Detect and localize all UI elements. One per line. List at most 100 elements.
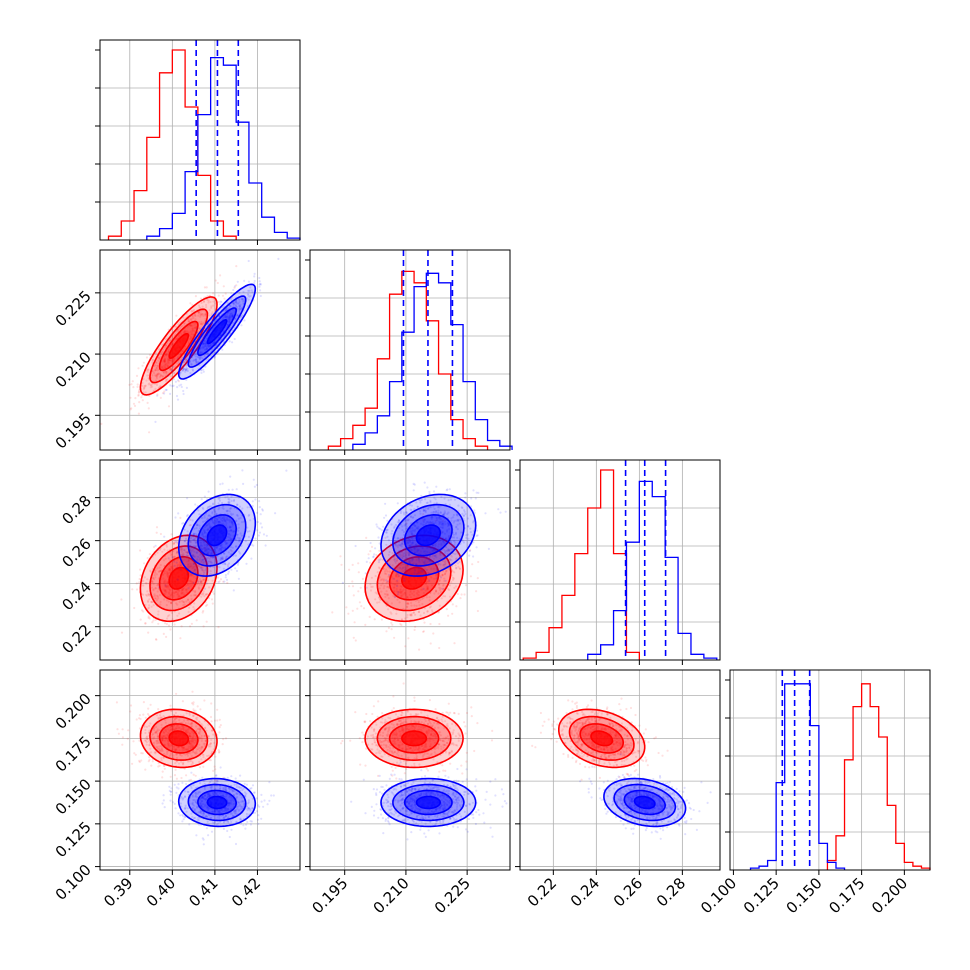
scatter-point — [215, 546, 218, 549]
scatter-point — [191, 690, 194, 693]
scatter-point — [209, 343, 212, 347]
scatter-point — [455, 605, 458, 608]
scatter-point — [193, 313, 196, 316]
scatter-point — [228, 519, 231, 522]
scatter-point — [165, 352, 168, 356]
scatter-point — [152, 545, 156, 549]
scatter-point — [410, 557, 413, 560]
scatter-point — [182, 554, 185, 557]
scatter-point — [365, 560, 368, 564]
scatter-point — [386, 528, 389, 532]
scatter-point — [144, 716, 147, 719]
scatter-point — [191, 581, 194, 584]
scatter-point — [441, 519, 445, 523]
scatter-point — [201, 569, 204, 572]
scatter-point — [168, 358, 171, 362]
scatter-point — [197, 326, 201, 330]
scatter-point — [428, 578, 431, 581]
scatter-point — [207, 560, 210, 563]
scatter-point — [229, 526, 232, 529]
scatter-point — [458, 560, 461, 564]
scatter-point — [205, 547, 208, 551]
contour-blue — [187, 295, 247, 368]
scatter-point — [248, 289, 251, 292]
scatter-point — [410, 612, 413, 615]
scatter-point — [179, 548, 183, 551]
scatter-point — [156, 567, 159, 570]
scatter-point — [121, 743, 124, 746]
scatter-point — [428, 558, 431, 562]
scatter-point — [174, 547, 177, 550]
scatter-point — [240, 521, 244, 524]
scatter-point — [230, 292, 233, 295]
scatter-point — [227, 497, 230, 501]
scatter-point — [216, 719, 219, 722]
scatter-point — [233, 286, 236, 289]
scatter-point — [404, 617, 407, 620]
scatter-point — [444, 595, 447, 598]
scatter-point — [196, 551, 199, 554]
scatter-point — [198, 312, 201, 315]
scatter-point — [173, 541, 176, 545]
scatter-point — [445, 608, 448, 611]
scatter-point — [396, 585, 399, 588]
scatter-point — [173, 555, 176, 559]
scatter-point — [207, 345, 210, 348]
scatter-point — [193, 563, 196, 566]
scatter-point — [233, 285, 236, 288]
scatter-point — [356, 607, 359, 610]
scatter-point — [261, 508, 264, 511]
scatter-point — [221, 516, 224, 520]
scatter-point — [425, 501, 428, 505]
scatter-point — [175, 394, 179, 398]
contour-red — [376, 545, 452, 612]
scatter-point — [203, 546, 206, 550]
scatter-point — [190, 356, 193, 359]
scatter-point — [419, 512, 422, 515]
scatter-point — [218, 549, 221, 552]
scatter-point — [227, 532, 231, 535]
scatter-point — [430, 567, 433, 570]
scatter-point — [176, 591, 179, 594]
scatter-point — [169, 339, 172, 342]
scatter-point — [385, 572, 388, 576]
scatter-point — [394, 574, 398, 577]
scatter-point — [157, 373, 160, 376]
scatter-point — [431, 544, 434, 548]
scatter-point — [181, 522, 184, 525]
contour-red — [364, 534, 464, 623]
scatter-point — [235, 315, 238, 318]
scatter-point — [220, 546, 223, 549]
scatter-point — [255, 483, 258, 487]
scatter-point — [166, 584, 169, 587]
scatter-point — [192, 309, 196, 312]
scatter-point — [188, 606, 191, 609]
scatter-point — [198, 304, 201, 307]
scatter-point — [147, 368, 150, 372]
scatter-point — [180, 385, 183, 389]
scatter-point — [219, 303, 222, 306]
scatter-point — [227, 533, 230, 536]
scatter-point — [454, 585, 458, 588]
scatter-point — [431, 544, 434, 547]
scatter-point — [387, 573, 391, 576]
scatter-point — [203, 355, 206, 358]
scatter-point — [422, 550, 425, 553]
scatter-point — [444, 551, 447, 554]
scatter-point — [148, 353, 151, 356]
scatter-point — [232, 305, 235, 308]
scatter-point — [204, 312, 207, 315]
scatter-point — [403, 552, 406, 555]
scatter-point — [441, 530, 444, 534]
scatter-point — [470, 505, 473, 508]
scatter-point — [185, 560, 188, 563]
scatter-point — [199, 350, 202, 353]
scatter-point — [504, 510, 507, 513]
scatter-point — [442, 512, 445, 515]
scatter-point — [229, 312, 232, 315]
scatter-point — [259, 513, 262, 516]
scatter-point — [381, 578, 384, 581]
scatter-point — [211, 556, 214, 559]
scatter-point — [206, 571, 209, 574]
scatter-point — [451, 536, 454, 539]
